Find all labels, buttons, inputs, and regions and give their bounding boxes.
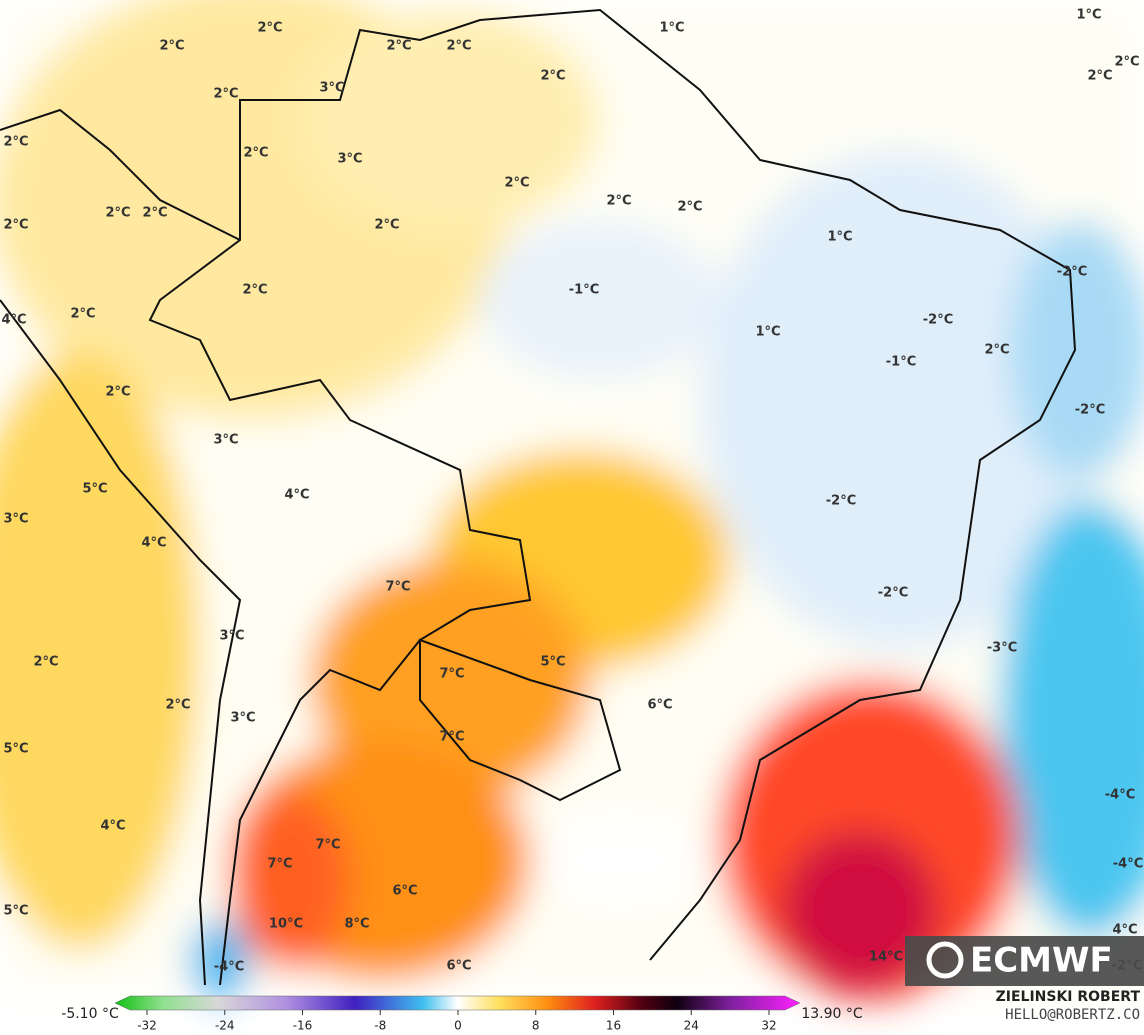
colorbar-tick-label: 32	[761, 1019, 776, 1033]
temperature-label: 2°C	[105, 206, 130, 221]
temperature-label: 2°C	[142, 206, 167, 221]
temperature-label: 6°C	[392, 884, 417, 899]
temperature-label: -4°C	[214, 960, 244, 975]
temperature-label: 2°C	[540, 69, 565, 84]
colorbar-tick-label: 8	[532, 1019, 540, 1033]
temperature-label: 5°C	[3, 742, 28, 757]
temperature-label: 6°C	[446, 959, 471, 974]
temperature-label: -2°C	[1057, 265, 1087, 280]
temperature-label: 3°C	[3, 512, 28, 527]
temperature-label: 14°C	[869, 950, 903, 965]
temperature-label: 7°C	[315, 838, 340, 853]
temperature-label: 3°C	[230, 711, 255, 726]
temperature-label: -3°C	[987, 641, 1017, 656]
temperature-label: 3°C	[213, 433, 238, 448]
temperature-label: 2°C	[1087, 69, 1112, 84]
temperature-label: 4°C	[1112, 923, 1137, 938]
temperature-label: 7°C	[439, 730, 464, 745]
colorbar-tick-label: -16	[293, 1019, 313, 1033]
logo-text: ECMWF	[970, 941, 1113, 981]
temperature-label: -2°C	[878, 586, 908, 601]
colorbar: -5.10 °C 13.90 °C -32 -24 -16 -8 0 8 16 24 32	[61, 995, 863, 1033]
temperature-label: -4°C	[1105, 788, 1135, 803]
temperature-label: 2°C	[165, 698, 190, 713]
logo: ECMWF	[905, 936, 1144, 986]
temperature-label: -2°C	[923, 313, 953, 328]
temperature-label: 1°C	[827, 230, 852, 245]
temperature-label: 2°C	[386, 39, 411, 54]
temperature-label: 2°C	[105, 385, 130, 400]
temperature-label: 7°C	[267, 857, 292, 872]
temperature-label: 4°C	[1, 313, 26, 328]
colorbar-min: -5.10 °C	[61, 1006, 119, 1022]
colorbar-tick-label: 24	[684, 1019, 699, 1033]
temperature-labels: 2°C 2°C 2°C 2°C 1°C 1°C 2°C 2°C 2°C 3°C 2°C 2°C 2°C 3…	[1, 8, 1143, 975]
temperature-label: 3°C	[337, 152, 362, 167]
temperature-label: 2°C	[213, 87, 238, 102]
temperature-label: 4°C	[141, 536, 166, 551]
temperature-label: 7°C	[385, 580, 410, 595]
colorbar-max: 13.90 °C	[801, 1006, 863, 1022]
temperature-label: 2°C	[3, 218, 28, 233]
colorbar-tick-label: -24	[215, 1019, 235, 1033]
colorbar-ramp	[114, 995, 801, 1011]
borders	[0, 8, 1077, 986]
temperature-label: 1°C	[1076, 8, 1101, 23]
temperature-label: 2°C	[446, 39, 471, 54]
temperature-label: 2°C	[984, 343, 1009, 358]
temperature-label: 4°C	[100, 819, 125, 834]
colorbar-tick-label: -32	[137, 1019, 157, 1033]
logo-icon	[926, 941, 964, 979]
temperature-label: -4°C	[1113, 857, 1143, 872]
credit-email: HELLO@ROBERTZ.CO	[1005, 1007, 1140, 1023]
temperature-label: -1°C	[569, 283, 599, 298]
temperature-label: 2°C	[33, 655, 58, 670]
temperature-label: 2°C	[257, 21, 282, 36]
temperature-label: -1°C	[886, 355, 916, 370]
temperature-label: 10°C	[269, 917, 303, 932]
temperature-label: 2°C	[374, 218, 399, 233]
temperature-label: 2°C	[159, 39, 184, 54]
colorbar-tick-label: 0	[454, 1019, 462, 1033]
colorbar-tick-label: -8	[374, 1019, 386, 1033]
temperature-label: 2°C	[504, 176, 529, 191]
temperature-label: -2°C	[1075, 403, 1105, 418]
temperature-label: 5°C	[3, 904, 28, 919]
temperature-label: 1°C	[755, 325, 780, 340]
temperature-label: 5°C	[82, 482, 107, 497]
temperature-label: 5°C	[540, 655, 565, 670]
temperature-label: 2°C	[606, 194, 631, 209]
temperature-field	[0, 0, 1144, 1000]
temperature-label: 2°C	[243, 146, 268, 161]
temperature-label: 8°C	[344, 917, 369, 932]
temperature-label: 6°C	[647, 698, 672, 713]
temperature-label: 3°C	[219, 629, 244, 644]
colorbar-tick-label: 16	[606, 1019, 621, 1033]
temperature-label: 2°C	[3, 135, 28, 150]
temperature-label: 4°C	[284, 488, 309, 503]
temperature-label: 2°C	[242, 283, 267, 298]
temperature-label: 3°C	[319, 81, 344, 96]
temperature-label: 2°C	[677, 200, 702, 215]
credit-name: ZIELINSKI ROBERT	[996, 989, 1141, 1005]
temperature-label: 2°C	[1114, 55, 1139, 70]
temperature-label: 2°C	[70, 307, 95, 322]
temperature-label: -2°C	[826, 494, 856, 509]
temperature-label: 1°C	[659, 21, 684, 36]
temperature-label: 7°C	[439, 667, 464, 682]
